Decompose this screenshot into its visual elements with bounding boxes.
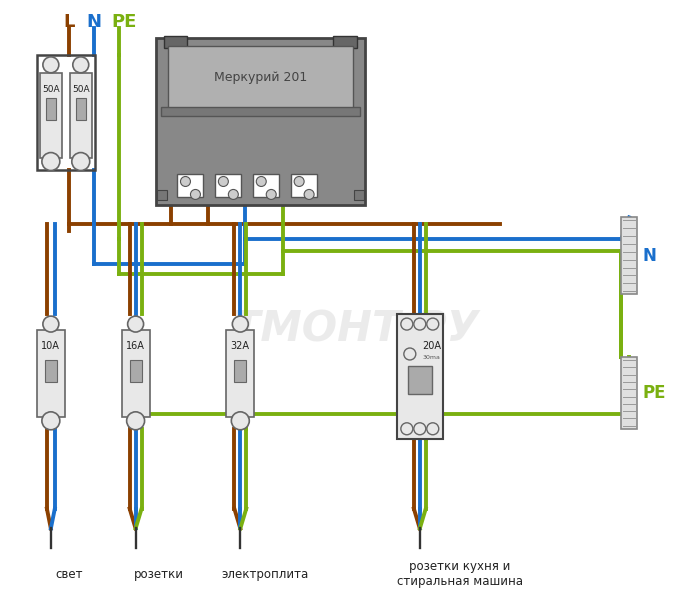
Text: свет: свет xyxy=(55,568,83,581)
Bar xyxy=(164,36,188,48)
Text: L: L xyxy=(63,13,74,31)
Circle shape xyxy=(73,57,89,73)
Bar xyxy=(130,360,141,382)
Circle shape xyxy=(294,176,304,186)
Circle shape xyxy=(42,153,60,170)
Circle shape xyxy=(232,316,248,332)
Circle shape xyxy=(43,316,59,332)
Text: N: N xyxy=(642,247,656,265)
Circle shape xyxy=(72,153,90,170)
Text: 20А: 20А xyxy=(422,341,441,351)
Text: 30ma: 30ma xyxy=(423,355,441,361)
Bar xyxy=(216,173,241,198)
Text: ТМОНТ.РУ: ТМОНТ.РУ xyxy=(232,308,478,350)
Circle shape xyxy=(404,348,416,360)
Bar xyxy=(333,36,357,48)
Bar xyxy=(37,330,65,417)
Bar xyxy=(621,357,637,429)
Circle shape xyxy=(190,189,200,200)
Bar xyxy=(40,73,62,157)
Text: розетки кухня и
стиральная машина: розетки кухня и стиральная машина xyxy=(397,561,523,588)
Text: PE: PE xyxy=(642,384,666,402)
Circle shape xyxy=(401,423,413,435)
Text: 32А: 32А xyxy=(231,341,250,351)
Text: электроплита: электроплита xyxy=(222,568,309,581)
Circle shape xyxy=(218,176,228,186)
Text: PE: PE xyxy=(111,13,136,31)
Circle shape xyxy=(256,176,266,186)
Bar xyxy=(397,314,442,439)
Circle shape xyxy=(127,316,144,332)
Bar xyxy=(234,360,246,382)
Circle shape xyxy=(304,189,314,200)
Bar xyxy=(46,98,56,120)
Bar xyxy=(76,98,86,120)
Bar xyxy=(226,330,254,417)
Text: N: N xyxy=(86,13,101,31)
Circle shape xyxy=(427,318,439,330)
Circle shape xyxy=(427,423,439,435)
Text: 10А: 10А xyxy=(41,341,60,351)
Bar xyxy=(157,191,167,201)
Text: Меркурий 201: Меркурий 201 xyxy=(214,71,307,84)
Bar xyxy=(253,173,279,198)
Circle shape xyxy=(42,412,60,430)
Bar xyxy=(155,38,365,205)
Circle shape xyxy=(414,318,426,330)
Circle shape xyxy=(231,412,249,430)
Bar xyxy=(178,173,204,198)
Bar xyxy=(408,366,432,394)
Bar xyxy=(122,330,150,417)
Bar xyxy=(160,107,360,115)
Circle shape xyxy=(401,318,413,330)
Bar xyxy=(45,360,57,382)
Bar xyxy=(621,217,637,294)
Bar xyxy=(70,73,92,157)
Text: 16А: 16А xyxy=(126,341,145,351)
Circle shape xyxy=(43,57,59,73)
Bar xyxy=(291,173,317,198)
Text: розетки: розетки xyxy=(134,568,183,581)
Text: 50А: 50А xyxy=(42,85,60,94)
Circle shape xyxy=(414,423,426,435)
Circle shape xyxy=(127,412,145,430)
Circle shape xyxy=(266,189,276,200)
Bar xyxy=(37,55,95,169)
Bar xyxy=(167,46,353,108)
Circle shape xyxy=(181,176,190,186)
Text: 50А: 50А xyxy=(72,85,90,94)
Circle shape xyxy=(228,189,238,200)
Bar xyxy=(354,191,364,201)
